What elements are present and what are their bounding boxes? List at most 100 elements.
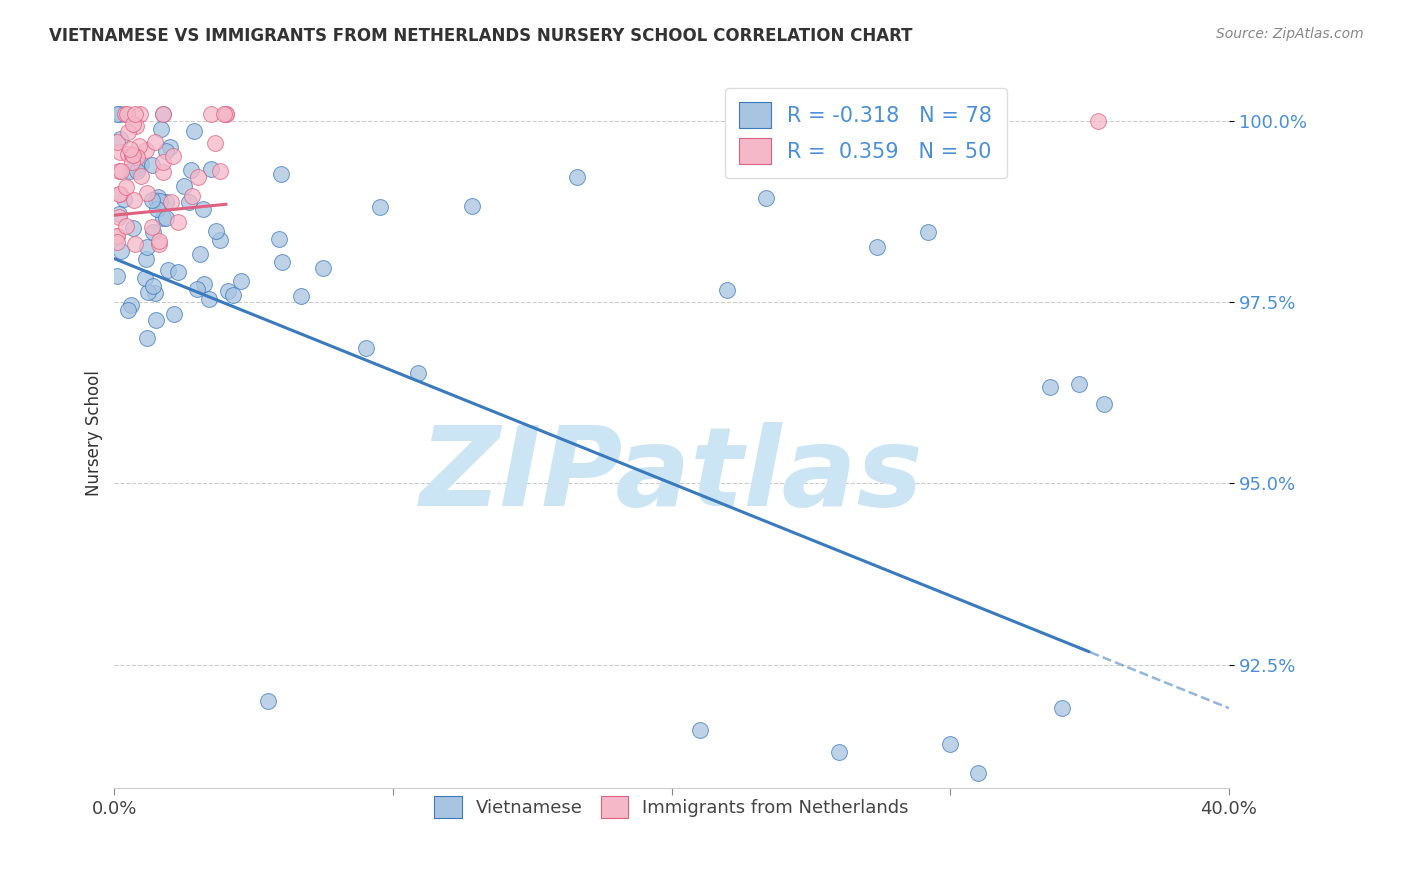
Point xyxy=(187,170,209,185)
Point xyxy=(125,150,148,164)
Point xyxy=(217,284,239,298)
Point xyxy=(112,192,135,206)
Point xyxy=(121,148,143,162)
Point xyxy=(141,157,163,171)
Point xyxy=(754,191,776,205)
Point xyxy=(193,277,215,292)
Point xyxy=(108,186,131,201)
Point xyxy=(125,120,148,134)
Point xyxy=(1092,397,1115,411)
Point xyxy=(716,283,738,297)
Point xyxy=(135,331,157,345)
Point xyxy=(270,254,292,268)
Point xyxy=(108,106,131,120)
Point xyxy=(1039,380,1062,394)
Point xyxy=(1050,701,1073,715)
Point xyxy=(124,193,146,207)
Point xyxy=(146,202,169,216)
Point xyxy=(167,265,190,279)
Point xyxy=(145,193,167,207)
Point xyxy=(129,156,152,170)
Point xyxy=(312,260,335,275)
Point xyxy=(162,307,184,321)
Point xyxy=(180,189,202,203)
Point xyxy=(159,139,181,153)
Point xyxy=(117,124,139,138)
Point xyxy=(406,366,429,380)
Point xyxy=(105,228,128,243)
Point xyxy=(149,194,172,208)
Text: Source: ZipAtlas.com: Source: ZipAtlas.com xyxy=(1216,27,1364,41)
Point xyxy=(105,106,128,120)
Point xyxy=(127,161,149,176)
Point xyxy=(160,195,183,210)
Y-axis label: Nursery School: Nursery School xyxy=(86,369,103,496)
Point xyxy=(121,220,143,235)
Point xyxy=(143,135,166,149)
Point xyxy=(917,225,939,239)
Point xyxy=(148,234,170,248)
Point xyxy=(200,106,222,120)
Point xyxy=(150,122,173,136)
Point xyxy=(565,170,588,185)
Point xyxy=(125,149,148,163)
Point xyxy=(197,292,219,306)
Point xyxy=(689,723,711,737)
Point xyxy=(155,145,177,159)
Point xyxy=(200,161,222,176)
Point xyxy=(105,228,128,243)
Point xyxy=(110,244,132,258)
Point xyxy=(865,239,887,253)
Point xyxy=(215,106,238,120)
Point xyxy=(270,167,292,181)
Point xyxy=(121,148,143,162)
Point xyxy=(129,106,152,120)
Point xyxy=(121,117,143,131)
Point xyxy=(1069,376,1091,391)
Point xyxy=(162,149,184,163)
Point xyxy=(155,195,177,210)
Point xyxy=(157,263,180,277)
Point xyxy=(105,135,128,149)
Point xyxy=(152,154,174,169)
Point xyxy=(231,275,253,289)
Point xyxy=(135,143,157,157)
Point xyxy=(108,164,131,178)
Point xyxy=(152,211,174,226)
Point xyxy=(107,186,129,201)
Point xyxy=(124,106,146,120)
Point xyxy=(177,194,200,209)
Point xyxy=(136,285,159,299)
Point xyxy=(108,207,131,221)
Point xyxy=(136,186,159,201)
Point xyxy=(114,106,136,120)
Point xyxy=(186,282,208,296)
Point xyxy=(967,766,990,780)
Point xyxy=(256,694,278,708)
Point xyxy=(208,233,231,247)
Point xyxy=(368,200,391,214)
Point xyxy=(208,163,231,178)
Point xyxy=(145,313,167,327)
Point xyxy=(828,745,851,759)
Point xyxy=(190,247,212,261)
Point xyxy=(125,163,148,178)
Point xyxy=(152,106,174,120)
Point xyxy=(105,268,128,283)
Point xyxy=(120,298,142,312)
Point xyxy=(155,211,177,226)
Point xyxy=(215,106,238,120)
Point xyxy=(115,106,138,120)
Point xyxy=(128,138,150,153)
Text: ZIPatlas: ZIPatlas xyxy=(420,422,924,529)
Point xyxy=(121,154,143,169)
Point xyxy=(108,132,131,146)
Point xyxy=(115,180,138,194)
Point xyxy=(120,164,142,178)
Point xyxy=(354,341,377,355)
Point xyxy=(143,286,166,301)
Point xyxy=(117,147,139,161)
Point xyxy=(183,123,205,137)
Point xyxy=(124,237,146,252)
Point xyxy=(120,142,142,156)
